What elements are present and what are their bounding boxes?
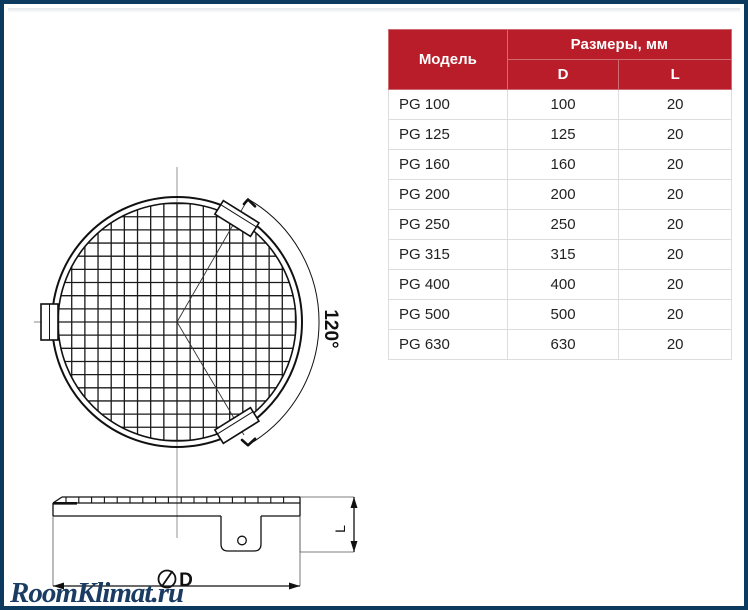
svg-text:L: L — [332, 525, 348, 533]
svg-text:RoomKlimat.ru: RoomKlimat.ru — [9, 577, 184, 609]
svg-text:120°: 120° — [320, 309, 341, 348]
